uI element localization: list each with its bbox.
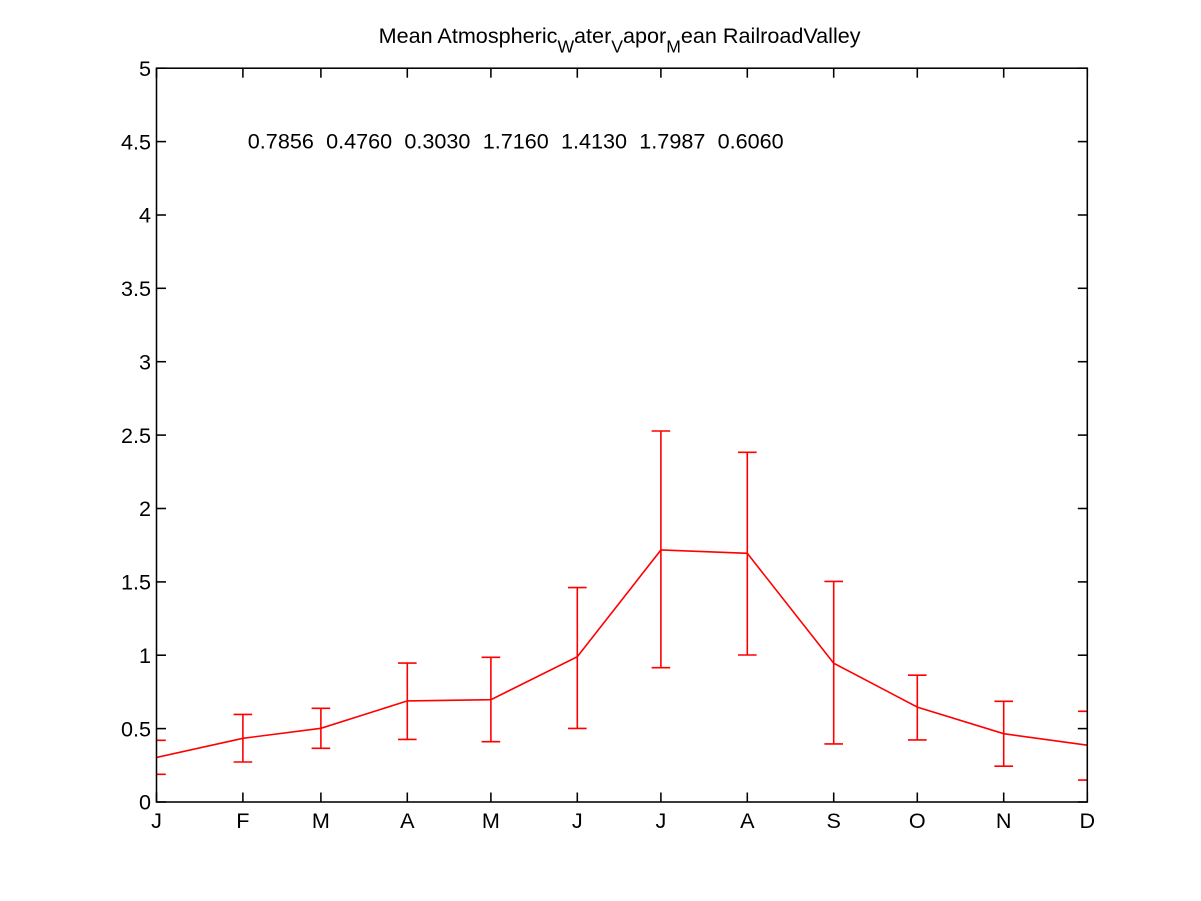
svg-text:F: F	[236, 808, 249, 833]
svg-text:1: 1	[139, 643, 151, 668]
svg-text:M: M	[482, 808, 500, 833]
svg-text:S: S	[826, 808, 840, 833]
svg-text:1.7160: 1.7160	[483, 129, 549, 154]
svg-text:0: 0	[139, 790, 151, 815]
svg-text:4: 4	[139, 203, 151, 228]
svg-text:0.7856: 0.7856	[248, 129, 314, 154]
svg-text:0.5: 0.5	[121, 716, 151, 741]
svg-text:5: 5	[139, 56, 151, 81]
svg-text:M: M	[312, 808, 330, 833]
svg-text:N: N	[996, 808, 1012, 833]
svg-text:1.5: 1.5	[121, 570, 151, 595]
svg-text:J: J	[151, 808, 162, 833]
svg-text:3: 3	[139, 349, 151, 374]
svg-text:1.7987: 1.7987	[639, 129, 705, 154]
svg-text:4.5: 4.5	[121, 129, 151, 154]
svg-text:J: J	[572, 808, 583, 833]
svg-text:O: O	[909, 808, 926, 833]
svg-text:0.6060: 0.6060	[718, 129, 784, 154]
svg-text:A: A	[400, 808, 415, 833]
svg-text:J: J	[656, 808, 667, 833]
svg-text:A: A	[740, 808, 755, 833]
svg-text:2.5: 2.5	[121, 423, 151, 448]
svg-text:D: D	[1079, 808, 1095, 833]
svg-text:0.3030: 0.3030	[404, 129, 470, 154]
svg-text:2: 2	[139, 496, 151, 521]
svg-text:3.5: 3.5	[121, 276, 151, 301]
svg-text:1.4130: 1.4130	[561, 129, 627, 154]
svg-text:0.4760: 0.4760	[326, 129, 392, 154]
